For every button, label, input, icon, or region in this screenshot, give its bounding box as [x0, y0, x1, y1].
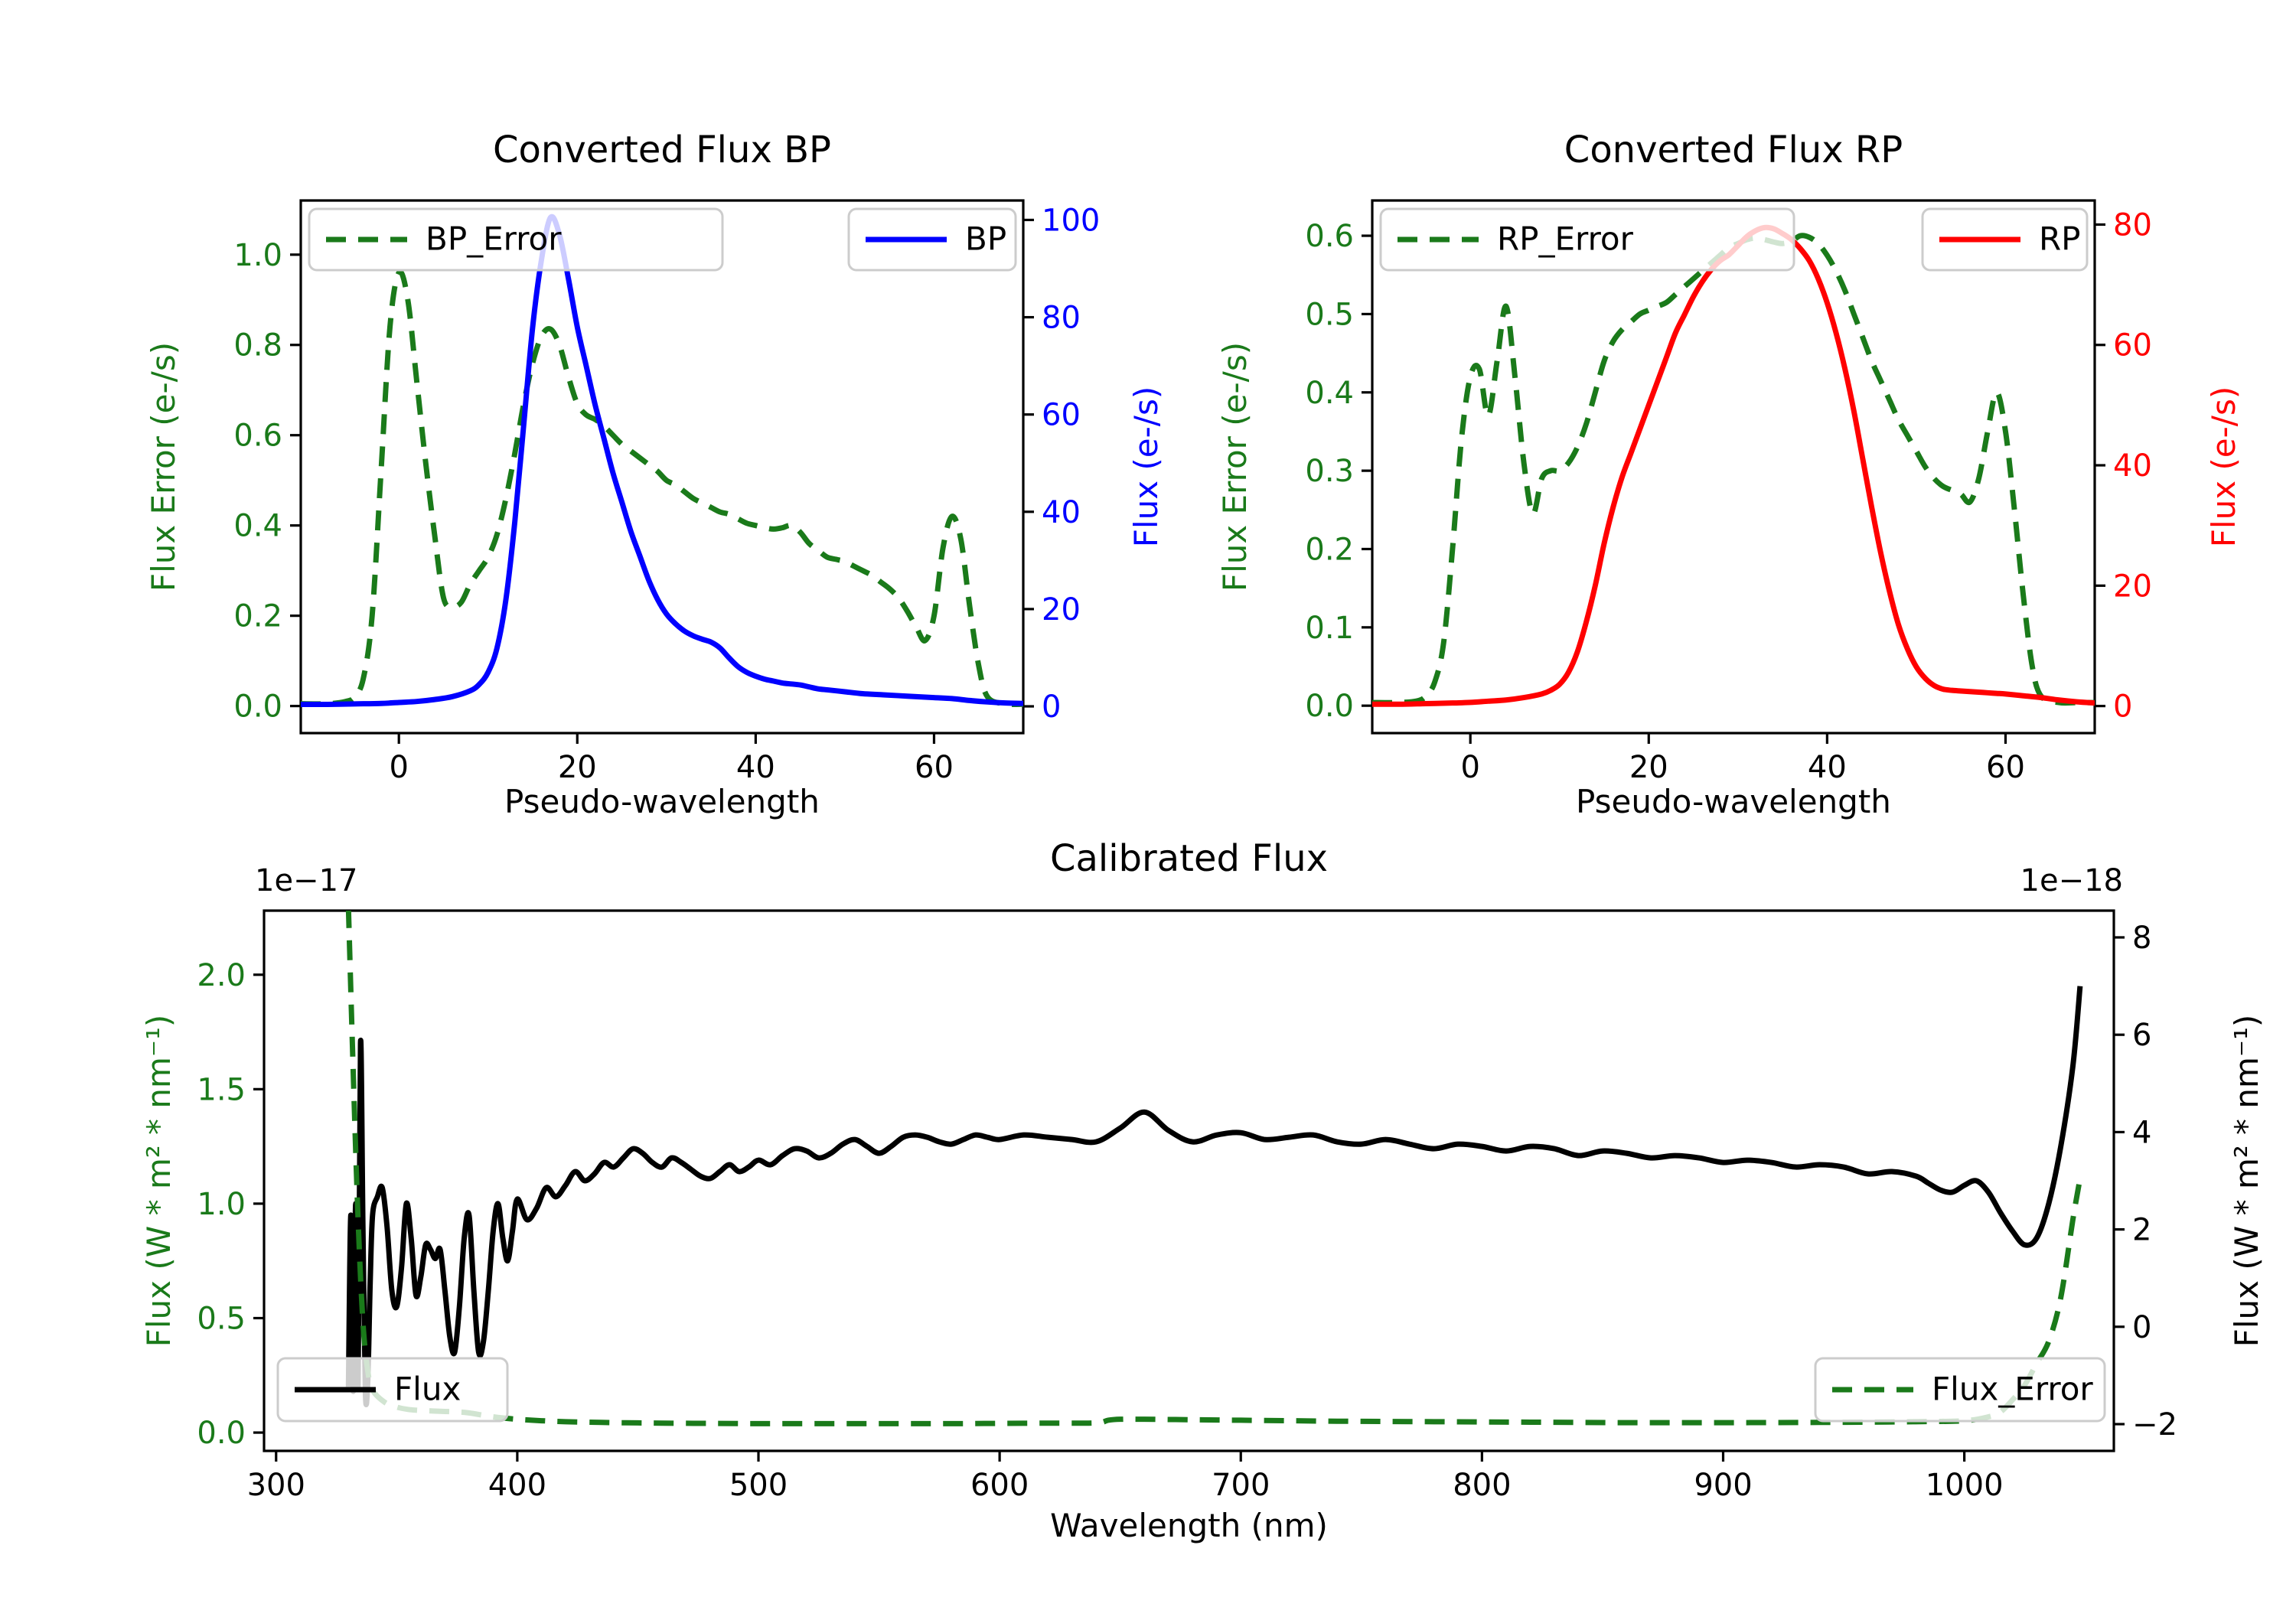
legend-rp-error-box	[1379, 207, 1795, 272]
y2-tick-label: 60	[2113, 328, 2152, 363]
subplot-title: Calibrated Flux	[1050, 837, 1328, 880]
y2-tick-label: 0	[1042, 689, 1061, 725]
legend-rp-error[interactable]: RP_Error	[1379, 207, 1795, 272]
subplot-title: Converted Flux BP	[493, 129, 831, 171]
legend-flux-error[interactable]: Flux_Error	[1814, 1357, 2106, 1423]
y-axis-label: Flux Error (e-/s)	[1216, 342, 1254, 592]
y2-tick-label: 60	[1042, 398, 1081, 433]
x-tick-label: 400	[488, 1468, 546, 1503]
x-tick-label: 600	[970, 1468, 1029, 1503]
y-tick-label: 0.6	[233, 419, 282, 454]
x-tick-label: 60	[1986, 750, 2025, 785]
x-tick-label: 800	[1453, 1468, 1511, 1503]
subplot-calibrated-flux: Calibrated Flux 300 400 500 600 700 800 900 1000…	[140, 837, 2265, 1544]
y2-tick-label: 100	[1042, 203, 1100, 238]
y-axis-label: Flux Error (e-/s)	[145, 342, 182, 592]
y-tick-label: 0.6	[1305, 219, 1354, 254]
y-tick-label: 0.3	[1305, 454, 1354, 489]
y2-tick-label: 80	[1042, 301, 1081, 336]
y-tick-label: 0.5	[197, 1301, 246, 1336]
x-tick-label: 0	[1460, 750, 1479, 785]
y2-tick-label: −2	[2132, 1407, 2177, 1442]
y-tick-label: 0.5	[1305, 297, 1354, 332]
y2-tick-label: 4	[2132, 1115, 2151, 1150]
y-tick-label: 0.0	[233, 689, 282, 725]
data-layer	[301, 214, 1023, 708]
y2-tick-label: 40	[2113, 448, 2152, 484]
legend-bp[interactable]: BP	[847, 207, 1017, 272]
y-axis-offset-text: 1e−17	[255, 863, 357, 898]
x-axis-label: Pseudo-wavelength	[504, 783, 820, 820]
y-tick-label: 2.0	[197, 958, 246, 993]
subplot-title: Converted Flux RP	[1564, 129, 1903, 171]
y2-axis-offset-text: 1e−18	[2020, 863, 2123, 898]
x-tick-label: 40	[736, 750, 775, 785]
x-tick-label: 40	[1808, 750, 1847, 785]
y-tick-label: 0.2	[1305, 532, 1354, 567]
y2-tick-label: 20	[1042, 592, 1081, 627]
legend-flux-error-box	[1814, 1357, 2106, 1423]
y2-tick-label: 40	[1042, 495, 1081, 530]
y-tick-label: 0.8	[233, 328, 282, 363]
y-tick-label: 1.5	[197, 1072, 246, 1107]
y2-tick-label: 0	[2132, 1310, 2151, 1345]
x-tick-label: 0	[389, 750, 408, 785]
series-rp-error	[1372, 233, 2095, 706]
y2-tick-label: 6	[2132, 1018, 2151, 1053]
series-flux	[345, 986, 2083, 1407]
y2-axis-label: Flux (W * m² * nm⁻¹)	[2228, 1015, 2265, 1348]
y2-axis-label: Flux (e-/s)	[2205, 386, 2242, 547]
y-tick-label: 0.4	[1305, 376, 1354, 411]
y2-tick-label: 20	[2113, 569, 2152, 604]
y-axis-label: Flux (W * m² * nm⁻¹)	[140, 1015, 178, 1348]
y-tick-label: 0.0	[1305, 689, 1354, 724]
legend-bp-error[interactable]: BP_Error	[308, 207, 724, 272]
legend-flux-error-label: Flux_Error	[1932, 1371, 2093, 1408]
legend-bp-error-box	[308, 207, 724, 272]
x-tick-label: 900	[1694, 1468, 1752, 1503]
y2-axis-label: Flux (e-/s)	[1127, 386, 1165, 547]
legend-flux-label: Flux	[394, 1371, 461, 1408]
legend-rp-label: RP	[2039, 220, 2081, 258]
y-tick-label: 1.0	[233, 238, 282, 273]
axes-frame	[263, 909, 2115, 1452]
legend-bp-error-label: BP_Error	[426, 220, 562, 258]
legend-flux-box	[276, 1357, 509, 1423]
series-bp	[301, 214, 1023, 708]
x-tick-label: 1000	[1926, 1468, 2004, 1503]
y-tick-label: 0.0	[197, 1416, 246, 1451]
x-tick-label: 500	[729, 1468, 788, 1503]
subplot-converted-flux-bp: Converted Flux BP 0 20 40 60 Pseudo-wavelengt…	[145, 129, 1165, 820]
legend-rp[interactable]: RP	[1921, 207, 2089, 272]
y-tick-label: 0.4	[233, 509, 282, 544]
y-tick-label: 0.1	[1305, 611, 1354, 646]
series-bp-error	[301, 269, 1023, 708]
y-tick-label: 1.0	[197, 1187, 246, 1222]
y2-tick-label: 2	[2132, 1213, 2151, 1248]
x-tick-label: 60	[915, 750, 954, 785]
x-tick-label: 700	[1212, 1468, 1270, 1503]
y2-tick-label: 8	[2132, 921, 2151, 956]
x-tick-label: 20	[558, 750, 597, 785]
subplot-converted-flux-rp: Converted Flux RP 0 20 40 60 Pseudo-wavelengt…	[1216, 129, 2242, 820]
y2-tick-label: 0	[2113, 689, 2132, 725]
axes-frame	[299, 199, 1025, 735]
x-tick-label: 300	[247, 1468, 305, 1503]
y2-tick-label: 80	[2113, 207, 2152, 243]
x-tick-label: 20	[1629, 750, 1668, 785]
axes-frame	[1371, 199, 2096, 735]
legend-bp-label: BP	[965, 220, 1006, 258]
legend-flux[interactable]: Flux	[276, 1357, 509, 1423]
x-axis-label: Wavelength (nm)	[1050, 1507, 1328, 1544]
legend-rp-error-label: RP_Error	[1497, 220, 1634, 258]
y-tick-label: 0.2	[233, 599, 282, 634]
x-axis-label: Pseudo-wavelength	[1576, 783, 1891, 820]
